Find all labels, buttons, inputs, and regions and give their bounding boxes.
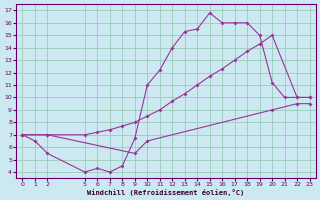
X-axis label: Windchill (Refroidissement éolien,°C): Windchill (Refroidissement éolien,°C): [87, 189, 245, 196]
